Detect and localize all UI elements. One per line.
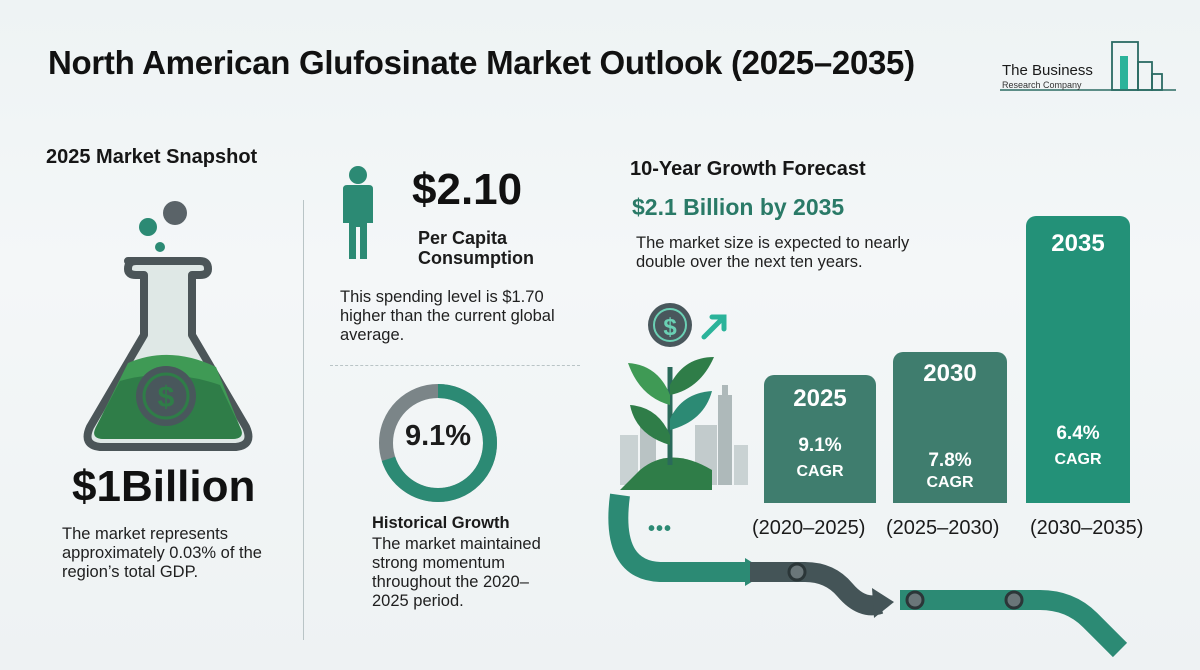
road-dots: ••• bbox=[648, 518, 673, 540]
per-capita-text: This spending level is $1.70 higher than… bbox=[340, 288, 555, 344]
growth-plant-icon: $ bbox=[620, 303, 748, 490]
bar-2030: 2030 7.8% CAGR bbox=[893, 352, 1007, 503]
bar-2035-cagr: 6.4% bbox=[1056, 423, 1100, 444]
company-logo: The Business Research Company bbox=[1000, 40, 1180, 100]
forecast-text: The market size is expected to nearly do… bbox=[636, 234, 910, 271]
historical-growth-value: 9.1% bbox=[404, 420, 472, 452]
snapshot-heading: 2025 Market Snapshot bbox=[46, 146, 258, 168]
bar-2030-year: 2030 bbox=[923, 360, 977, 387]
bar-2030-cagr: 7.8% bbox=[928, 450, 972, 471]
bar-2025-cagr: 9.1% bbox=[798, 435, 842, 456]
snapshot-text: The market represents approximately 0.03… bbox=[62, 525, 262, 581]
bar-2030-period: (2025–2030) bbox=[886, 517, 1000, 539]
forecast-subheading: $2.1 Billion by 2035 bbox=[632, 194, 845, 220]
per-capita-value: $2.10 bbox=[412, 165, 523, 214]
forecast-heading: 10-Year Growth Forecast bbox=[630, 158, 866, 180]
per-capita-divider bbox=[330, 365, 580, 366]
bar-2025-period: (2020–2025) bbox=[752, 517, 866, 539]
person-icon bbox=[343, 166, 373, 259]
svg-text:$: $ bbox=[158, 381, 175, 414]
svg-text:$: $ bbox=[663, 314, 677, 341]
logo-subname: Research Company bbox=[1002, 80, 1082, 90]
historical-growth-donut bbox=[379, 384, 497, 502]
historical-growth-text: The market maintained strong momentum th… bbox=[372, 535, 541, 610]
historical-growth-label: Historical Growth bbox=[372, 514, 510, 532]
bar-2035: 2035 6.4% CAGR bbox=[1026, 216, 1130, 503]
flask-dollar-icon: $ bbox=[83, 201, 253, 451]
bar-2035-cagr-label: CAGR bbox=[1054, 451, 1102, 468]
bar-2025-cagr-label: CAGR bbox=[796, 463, 844, 480]
historical-growth-fill bbox=[379, 384, 497, 502]
bar-2025: 2025 9.1% CAGR bbox=[764, 375, 876, 503]
growth-road-path bbox=[608, 493, 1128, 658]
bar-2030-cagr-label: CAGR bbox=[926, 474, 974, 491]
bar-2035-period: (2030–2035) bbox=[1030, 517, 1144, 539]
snapshot-value: $1Billion bbox=[72, 462, 256, 511]
bar-2025-year: 2025 bbox=[793, 385, 847, 412]
per-capita-label: Per Capita Consumption bbox=[418, 228, 534, 268]
bar-2035-year: 2035 bbox=[1051, 230, 1105, 257]
logo-name: The Business bbox=[1002, 62, 1093, 79]
section-divider bbox=[303, 200, 304, 640]
page-title: North American Glufosinate Market Outloo… bbox=[48, 44, 915, 81]
logo-buildings-icon bbox=[1000, 41, 1176, 91]
